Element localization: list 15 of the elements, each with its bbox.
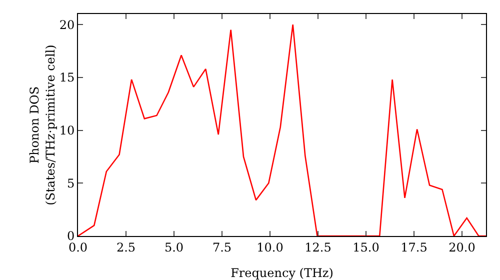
x-tick-label: 12.5	[304, 240, 332, 254]
x-tick-label: 7.5	[212, 240, 232, 254]
y-tick-label: 5	[66, 176, 75, 190]
line-series	[78, 24, 486, 236]
y-tick-label: 20	[59, 18, 75, 32]
x-tick-label: 17.5	[400, 240, 428, 254]
x-tick-label: 5.0	[164, 240, 184, 254]
y-axis-title: Phonon DOS (States/THz·primitive cell)	[28, 44, 58, 206]
y-tick-label: 15	[59, 70, 75, 85]
x-tick-label: 20.0	[448, 240, 476, 254]
y-tick-label: 10	[59, 123, 75, 138]
x-axis-title: Frequency (THz)	[230, 266, 334, 280]
x-tick-label: 2.5	[116, 240, 136, 254]
x-tick-label: 10.0	[256, 240, 284, 254]
x-tick-label: 15.0	[352, 240, 380, 254]
